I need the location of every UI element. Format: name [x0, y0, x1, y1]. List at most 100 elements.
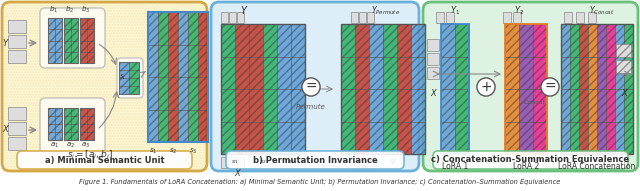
Bar	[383, 24, 397, 57]
Bar	[446, 12, 454, 23]
Bar	[341, 24, 425, 154]
Text: X: X	[234, 169, 240, 179]
Bar	[561, 57, 570, 89]
Bar	[249, 57, 263, 89]
Bar	[397, 121, 411, 154]
Bar	[588, 121, 597, 154]
Bar	[441, 24, 455, 57]
Bar	[367, 157, 374, 168]
Bar	[597, 57, 606, 89]
Bar	[533, 24, 547, 57]
Bar	[411, 24, 425, 57]
Bar	[570, 89, 579, 121]
Bar	[277, 57, 291, 89]
Bar	[8, 137, 26, 150]
Bar	[221, 89, 235, 121]
Bar	[87, 132, 94, 140]
Bar	[411, 57, 425, 89]
Bar	[561, 24, 570, 57]
Bar	[158, 109, 168, 142]
Bar	[129, 86, 139, 94]
Bar	[71, 108, 78, 116]
Bar	[291, 24, 305, 57]
Bar	[55, 132, 62, 140]
Bar	[221, 89, 235, 121]
Bar	[55, 18, 62, 29]
Bar	[519, 121, 533, 154]
Bar	[597, 24, 606, 57]
Bar	[533, 24, 547, 57]
Bar	[148, 45, 158, 77]
Bar	[87, 108, 94, 116]
Bar	[188, 109, 198, 142]
Bar	[48, 124, 55, 132]
Bar	[624, 89, 633, 121]
Text: =: =	[544, 80, 556, 94]
Bar	[369, 24, 383, 57]
Bar	[158, 12, 168, 45]
Bar	[48, 108, 55, 116]
Bar	[519, 57, 533, 89]
Bar	[519, 24, 533, 57]
FancyBboxPatch shape	[423, 2, 638, 171]
Bar	[441, 121, 455, 154]
Bar	[221, 121, 235, 154]
Text: $s_3$: $s_3$	[189, 147, 197, 156]
Bar	[71, 40, 78, 52]
Bar	[168, 77, 178, 109]
Bar	[64, 40, 71, 52]
Bar	[597, 57, 606, 89]
Bar	[597, 121, 606, 154]
Bar	[369, 24, 383, 57]
Bar	[188, 12, 198, 45]
Bar	[87, 40, 94, 52]
Bar	[80, 18, 87, 29]
Bar	[80, 132, 87, 140]
Bar	[119, 62, 129, 70]
Bar	[64, 108, 78, 140]
Bar	[505, 24, 519, 57]
Bar	[71, 108, 78, 116]
Bar	[383, 121, 397, 154]
Bar	[505, 57, 519, 89]
Bar	[533, 121, 547, 154]
Bar	[615, 121, 624, 154]
Bar	[129, 86, 139, 94]
Bar	[48, 40, 55, 52]
Bar	[277, 121, 291, 154]
Bar	[129, 70, 139, 78]
Bar	[178, 45, 188, 77]
Bar	[235, 57, 249, 89]
Bar	[235, 24, 249, 57]
Bar	[235, 89, 249, 121]
Bar	[221, 57, 235, 89]
Bar	[597, 89, 606, 121]
FancyBboxPatch shape	[2, 2, 207, 171]
FancyBboxPatch shape	[117, 58, 143, 98]
Bar	[355, 57, 369, 89]
Bar	[383, 89, 397, 121]
Bar	[158, 77, 168, 109]
Bar	[606, 24, 615, 57]
Bar	[561, 89, 570, 121]
Bar	[188, 77, 198, 109]
Bar	[168, 77, 178, 109]
Bar	[351, 12, 358, 23]
Bar	[505, 121, 519, 154]
Bar	[198, 109, 208, 142]
Bar	[8, 35, 26, 48]
Bar	[383, 121, 397, 154]
Bar	[8, 107, 26, 120]
Bar	[235, 89, 249, 121]
Bar	[561, 24, 633, 154]
Text: Figure 1. Fundamentals of LoRA Concatenation: a) Minimal Semantic Unit; b) Permu: Figure 1. Fundamentals of LoRA Concatena…	[79, 178, 561, 185]
Bar	[178, 12, 188, 45]
Bar	[291, 121, 305, 154]
Bar	[80, 132, 87, 140]
Bar	[87, 18, 94, 29]
Bar	[341, 89, 355, 121]
Bar	[369, 89, 383, 121]
Bar	[71, 29, 78, 40]
Bar	[427, 67, 439, 79]
Bar	[570, 121, 579, 154]
